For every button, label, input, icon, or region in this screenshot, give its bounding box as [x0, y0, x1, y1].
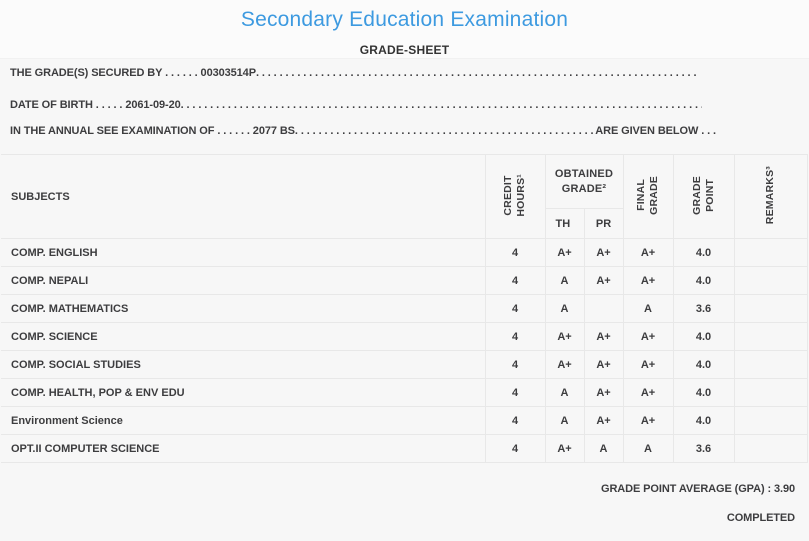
- final-grade-cell: A+: [622, 406, 674, 435]
- table-row: OPT.II COMPUTER SCIENCE 4 A+ A A 3.6: [1, 434, 808, 463]
- pr-grade-cell: A+: [583, 378, 624, 407]
- th-grade-cell: A: [544, 266, 585, 295]
- table-row: COMP. SCIENCE 4 A+ A+ A+ 4.0: [1, 322, 808, 351]
- credit-hours-cell: 4: [484, 350, 546, 379]
- grade-point-cell: 3.6: [672, 434, 735, 463]
- column-header-credit-hours: CREDIT HOURS¹: [484, 154, 546, 239]
- credit-hours-cell: 4: [484, 322, 546, 351]
- th-grade-cell: A+: [544, 322, 585, 351]
- subject-cell: OPT.II COMPUTER SCIENCE: [1, 434, 486, 463]
- table-row: COMP. ENGLISH 4 A+ A+ A+ 4.0: [1, 238, 808, 267]
- column-header-remarks: REMARKS³: [733, 154, 808, 239]
- dot-leader: . . . . . . . . . . . . . . . . . . . . …: [180, 99, 702, 111]
- grade-table: SUBJECTS CREDIT HOURS¹ OBTAINED GRADE² F…: [1, 154, 808, 463]
- page-title: Secondary Education Examination: [240, 8, 569, 31]
- subject-cell: COMP. SOCIAL STUDIES: [1, 350, 486, 379]
- table-row: Environment Science 4 A A+ A+ 4.0: [1, 406, 808, 435]
- grade-point-cell: 4.0: [672, 238, 735, 267]
- pr-grade-cell: A+: [583, 322, 624, 351]
- column-header-obtained-grade: OBTAINED GRADE²: [544, 154, 624, 209]
- date-of-birth-label: DATE OF BIRTH . . . . . 2061-09-20: [10, 99, 181, 111]
- dot-leader: . . . . . . . . . . . . . . . . . . . . …: [255, 67, 697, 79]
- sheet-subtitle: GRADE-SHEET: [359, 43, 450, 57]
- pr-grade-cell: A+: [583, 266, 624, 295]
- final-grade-label: FINAL GRADE: [635, 175, 661, 215]
- column-header-final-grade: FINAL GRADE: [622, 154, 674, 239]
- info-line-grades-secured: THE GRADE(S) SECURED BY . . . . . . 0030…: [0, 66, 718, 80]
- examination-suffix: ARE GIVEN BELOW . . .: [595, 125, 716, 137]
- pr-grade-cell: A+: [583, 350, 624, 379]
- final-grade-cell: A: [622, 294, 674, 323]
- info-line-examination: IN THE ANNUAL SEE EXAMINATION OF . . . .…: [0, 124, 716, 138]
- remarks-cell: [733, 322, 808, 351]
- final-grade-cell: A+: [622, 238, 674, 267]
- th-grade-cell: A: [544, 406, 585, 435]
- th-grade-cell: A: [544, 294, 585, 323]
- remarks-cell: [733, 378, 808, 407]
- remarks-cell: [733, 266, 808, 295]
- remarks-label: REMARKS³: [764, 165, 777, 225]
- footer: GRADE POINT AVERAGE (GPA) : 3.90 COMPLET…: [0, 482, 806, 525]
- masthead: Secondary Education Examination GRADE-SH…: [0, 0, 809, 59]
- remarks-cell: [733, 434, 808, 463]
- pr-grade-cell: A+: [583, 406, 624, 435]
- credit-hours-cell: 4: [484, 406, 546, 435]
- obtained-grade-label: OBTAINED GRADE²: [554, 167, 614, 195]
- th-grade-cell: A+: [544, 434, 585, 463]
- credit-hours-cell: 4: [484, 266, 546, 295]
- grade-table-body: COMP. ENGLISH 4 A+ A+ A+ 4.0 COMP. NEPALI 4 A A+ A…: [1, 238, 808, 463]
- dot-leader: . . . . . . . . . . . . . . . . . . . . …: [294, 125, 595, 137]
- pr-grade-cell: A: [583, 434, 624, 463]
- gpa-summary: GRADE POINT AVERAGE (GPA) : 3.90: [600, 483, 795, 495]
- final-grade-cell: A+: [622, 350, 674, 379]
- column-header-th: TH: [545, 208, 585, 239]
- subject-cell: Environment Science: [1, 406, 486, 435]
- credit-hours-cell: 4: [484, 378, 546, 407]
- th-grade-cell: A: [544, 378, 585, 407]
- subject-cell: COMP. MATHEMATICS: [1, 294, 486, 323]
- credit-hours-label: CREDIT HOURS¹: [502, 173, 527, 217]
- column-header-grade-point: GRADE POINT: [672, 154, 735, 239]
- grades-secured-label: THE GRADE(S) SECURED BY . . . . . . 0030…: [10, 67, 256, 79]
- remarks-cell: [733, 294, 808, 323]
- grade-point-label: GRADE POINT: [690, 175, 716, 215]
- credit-hours-cell: 4: [484, 238, 546, 267]
- table-row: COMP. HEALTH, POP & ENV EDU 4 A A+ A+ 4.0: [1, 378, 808, 407]
- table-row: COMP. SOCIAL STUDIES 4 A+ A+ A+ 4.0: [1, 350, 808, 379]
- grade-point-cell: 4.0: [672, 406, 735, 435]
- column-header-pr: PR: [583, 208, 624, 239]
- final-grade-cell: A+: [622, 378, 674, 407]
- subject-cell: COMP. NEPALI: [1, 266, 486, 295]
- th-grade-cell: A+: [544, 350, 585, 379]
- table-row: COMP. MATHEMATICS 4 A A 3.6: [1, 294, 808, 323]
- remarks-cell: [733, 238, 808, 267]
- subject-cell: COMP. HEALTH, POP & ENV EDU: [1, 378, 486, 407]
- column-header-subjects: SUBJECTS: [1, 154, 486, 239]
- th-grade-cell: A+: [544, 238, 585, 267]
- credit-hours-cell: 4: [484, 294, 546, 323]
- credit-hours-cell: 4: [484, 434, 546, 463]
- grade-point-cell: 3.6: [672, 294, 735, 323]
- final-grade-cell: A+: [622, 322, 674, 351]
- grade-point-cell: 4.0: [672, 266, 735, 295]
- table-row: COMP. NEPALI 4 A A+ A+ 4.0: [1, 266, 808, 295]
- examination-label: IN THE ANNUAL SEE EXAMINATION OF . . . .…: [10, 125, 295, 137]
- remarks-cell: [733, 406, 808, 435]
- pr-grade-cell: A+: [583, 238, 624, 267]
- subject-cell: COMP. ENGLISH: [1, 238, 486, 267]
- final-grade-cell: A: [622, 434, 674, 463]
- grade-point-cell: 4.0: [672, 322, 735, 351]
- subject-cell: COMP. SCIENCE: [1, 322, 486, 351]
- remarks-cell: [733, 350, 808, 379]
- info-line-date-of-birth: DATE OF BIRTH . . . . . 2061-09-20 . . .…: [0, 98, 702, 112]
- pr-grade-cell: [583, 294, 624, 323]
- completion-status: COMPLETED: [726, 512, 795, 524]
- final-grade-cell: A+: [622, 266, 674, 295]
- grade-point-cell: 4.0: [672, 350, 735, 379]
- grade-point-cell: 4.0: [672, 378, 735, 407]
